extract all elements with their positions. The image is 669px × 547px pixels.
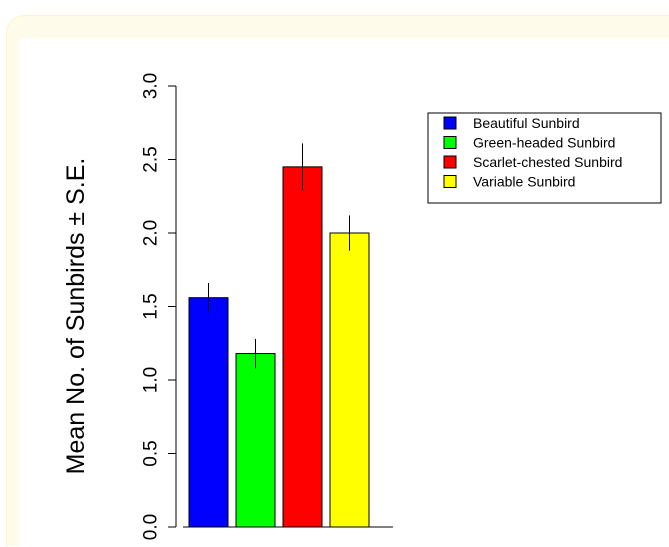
y-tick-label-5: 2.5 — [141, 146, 162, 172]
y-tick-label-1: 0.5 — [141, 440, 162, 466]
legend: Beautiful Sunbird Green-headed Sunbird Sca… — [427, 112, 662, 204]
bars — [183, 166, 393, 528]
legend-label-2: Scarlet-chested Sunbird — [473, 154, 622, 170]
legend-swatch-0 — [443, 116, 457, 130]
y-tick-label-4: 2.0 — [141, 220, 162, 246]
y-tick-label-0: 0.0 — [141, 514, 162, 540]
y-tick-label-3: 1.5 — [141, 293, 162, 319]
bar-0 — [188, 297, 229, 528]
legend-label-1: Green-headed Sunbird — [473, 135, 615, 151]
y-tick-label-6: 3.0 — [141, 73, 162, 99]
legend-swatch-2 — [443, 155, 457, 169]
legend-label-0: Beautiful Sunbird — [473, 115, 580, 131]
legend-swatch-3 — [443, 175, 457, 188]
bar-3 — [329, 232, 370, 528]
legend-swatch-1 — [443, 136, 457, 149]
y-axis-label: Mean No. of Sunbirds ± S.E. — [62, 158, 90, 475]
bar-1 — [235, 353, 276, 528]
legend-label-3: Variable Sunbird — [473, 174, 575, 190]
bar-2 — [282, 166, 323, 528]
y-tick-label-2: 1.0 — [141, 367, 162, 393]
y-axis: 0.0 0.5 1.0 1.5 2.0 2.5 3.0 — [141, 73, 177, 540]
error-bars — [208, 143, 350, 369]
legend-box — [427, 112, 662, 204]
